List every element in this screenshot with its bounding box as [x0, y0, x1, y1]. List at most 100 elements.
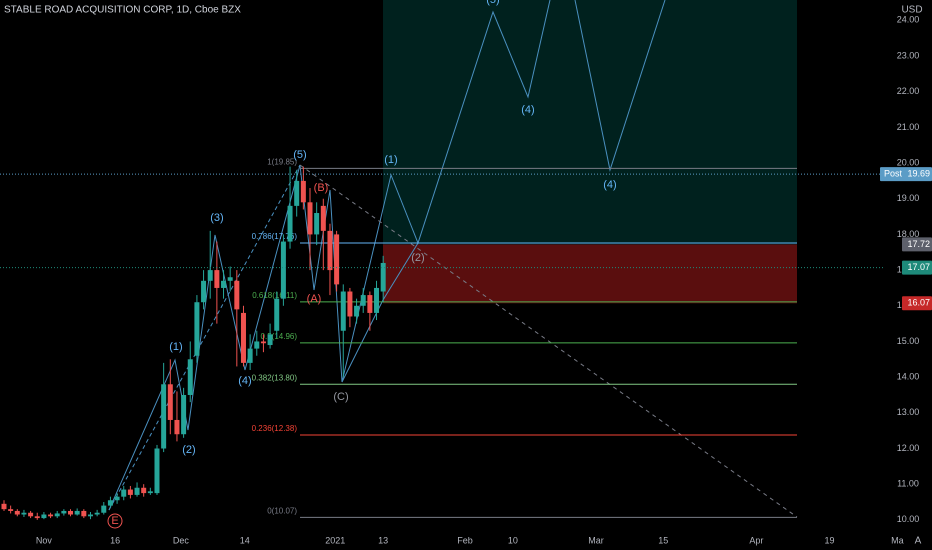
candle-body	[374, 287, 380, 313]
x-tick-label: Mar	[588, 535, 604, 545]
candle-body	[68, 510, 74, 515]
candle-body	[214, 270, 220, 288]
candle-body	[314, 213, 320, 235]
candle-body	[34, 516, 40, 519]
fib-label: 0.5(14.96)	[261, 332, 298, 341]
price-tag-value: 19.69	[907, 168, 930, 178]
y-tick-label: 23.00	[897, 50, 920, 60]
wave-label: (1)	[169, 341, 182, 353]
y-tick-label: 15.00	[897, 336, 920, 346]
candle-body	[327, 230, 333, 271]
wave-label: (C)	[333, 391, 348, 403]
currency: USD	[901, 5, 922, 16]
wave-label: (3)	[210, 212, 223, 224]
x-tick-label: 2021	[325, 535, 345, 545]
candle-body	[87, 514, 93, 517]
candle-body	[367, 295, 373, 313]
wave-line	[299, 0, 551, 383]
wave-label: (4)	[521, 104, 534, 116]
y-tick-label: 20.00	[897, 157, 920, 167]
wave-label: (4)	[238, 375, 251, 387]
y-tick-label: 21.00	[897, 122, 920, 132]
candle-body	[21, 512, 27, 515]
candle-body	[61, 510, 67, 514]
candle-body	[101, 505, 107, 513]
candle-body	[221, 280, 227, 288]
stop-zone	[383, 244, 797, 304]
y-tick-label: 10.00	[897, 514, 920, 524]
scale-mode: A	[915, 536, 922, 547]
candle-body	[274, 298, 280, 331]
x-tick-label: 13	[378, 535, 388, 545]
wave-label: (2)	[182, 444, 195, 456]
fib-label: 1(19.85)	[267, 158, 297, 167]
x-tick-label: 14	[240, 535, 250, 545]
target-zone	[383, 0, 797, 245]
wave-channel	[108, 164, 301, 511]
candle-body	[181, 394, 187, 435]
candle-body	[154, 448, 160, 494]
fib-label: 0.236(12.38)	[252, 424, 298, 433]
candle-body	[201, 280, 207, 303]
candle-body	[234, 280, 240, 310]
price-tag	[880, 167, 932, 182]
candle-body	[240, 312, 246, 363]
wave-label: (5)	[486, 0, 499, 6]
candle-body	[81, 510, 87, 517]
candle-body	[280, 241, 286, 299]
candle-body	[161, 384, 167, 449]
candle-body	[14, 510, 20, 515]
y-tick-label: 14.00	[897, 372, 920, 382]
price-tag	[902, 237, 932, 252]
wave-line	[574, 0, 666, 172]
trend-line	[299, 164, 798, 518]
candle-body	[48, 514, 54, 517]
candle-body	[141, 487, 147, 494]
wave-label: (1)	[384, 154, 397, 166]
candle-body	[1, 503, 7, 510]
candle-body	[347, 291, 353, 317]
x-tick-label: Nov	[36, 535, 53, 545]
fib-label: 0(10.07)	[267, 506, 297, 515]
price-tag-value: 16.07	[907, 298, 930, 308]
candle-body	[127, 489, 133, 495]
candle-body	[247, 348, 253, 363]
x-tick-label: Apr	[749, 535, 763, 545]
y-tick-label: 19.00	[897, 193, 920, 203]
wave-label: (5)	[293, 149, 306, 161]
candle-body	[354, 305, 360, 317]
candle-body	[94, 512, 100, 515]
x-tick-label: Dec	[173, 535, 190, 545]
candle-body	[380, 262, 386, 292]
candle-body	[121, 489, 127, 497]
candle-body	[254, 341, 260, 349]
candle-body	[260, 341, 266, 344]
candle-body	[174, 419, 180, 435]
price-tag-value: 17.07	[907, 262, 930, 272]
wave-label: (2)	[411, 252, 424, 264]
x-tick-label: Feb	[457, 535, 473, 545]
candle-body	[28, 512, 34, 517]
x-tick-label: 10	[508, 535, 518, 545]
candle-body	[307, 202, 313, 235]
price-tag	[902, 296, 932, 311]
candle-body	[320, 205, 326, 231]
chart-title: STABLE ROAD ACQUISITION CORP, 1D, Cboe B…	[4, 5, 241, 16]
price-tag-label: Post	[884, 168, 903, 178]
wave-label: (4)	[603, 179, 616, 191]
x-tick-label: 15	[658, 535, 668, 545]
wave-label: (B)	[314, 182, 329, 194]
candle-body	[147, 491, 153, 494]
price-tag	[902, 260, 932, 275]
candle-body	[340, 291, 346, 331]
y-tick-label: 13.00	[897, 407, 920, 417]
wave-label: E	[111, 515, 118, 527]
candle-body	[360, 295, 366, 306]
candle-body	[207, 270, 213, 281]
candle-body	[287, 205, 293, 242]
candle-body	[114, 496, 120, 501]
y-tick-label: 18.00	[897, 229, 920, 239]
candle-body	[167, 384, 173, 420]
candle-body	[187, 359, 193, 395]
